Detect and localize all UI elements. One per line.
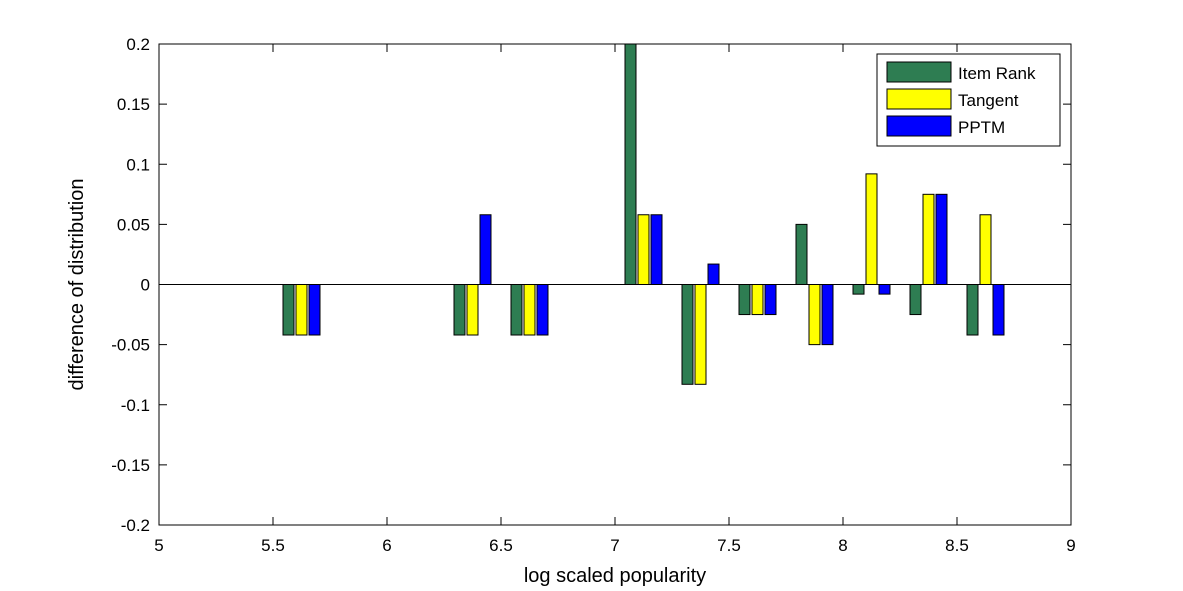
legend-label: Tangent [958,91,1019,110]
bar-item-rank [510,284,523,336]
bar-item-rank [738,284,751,316]
bar-item-rank [624,43,637,285]
bar-tangent [808,284,821,346]
bar-tangent [751,284,764,316]
bar-tangent [295,284,308,336]
bar-pptm [536,284,549,336]
x-tick-label: 6 [382,536,391,555]
bar-tangent [865,173,878,285]
legend-label: PPTM [958,118,1005,137]
bar-item-rank [852,284,865,295]
x-tick-label: 7.5 [717,536,741,555]
y-tick-label: -0.15 [111,456,150,475]
x-tick-label: 8 [838,536,847,555]
y-tick-label: 0.05 [117,215,150,234]
bar-item-rank [282,284,295,336]
bars-layer [282,43,1005,385]
legend-swatch [886,115,952,137]
y-tick-label: 0.15 [117,95,150,114]
bar-pptm [764,284,777,316]
bar-tangent [922,193,935,285]
legend: Item Rank Tangent PPTM [876,53,1061,147]
y-tick-label: -0.2 [121,516,150,535]
bar-pptm [479,214,492,286]
bar-item-rank [795,223,808,285]
bar-pptm [992,284,1005,336]
bar-pptm [650,214,663,286]
bar-tangent [466,284,479,336]
y-tick-label: 0.2 [126,35,150,54]
bar-item-rank [966,284,979,336]
x-axis: 5 5.5 6 6.5 7 7.5 8 8.5 9 [154,44,1076,555]
legend-label: Item Rank [958,64,1036,83]
y-axis: -0.2 -0.15 -0.1 -0.05 0 0.05 0.1 0.15 0.2 [111,35,1071,535]
bar-tangent [694,284,707,385]
bar-pptm [308,284,321,336]
x-tick-label: 6.5 [489,536,513,555]
bar-pptm [878,284,891,295]
x-tick-label: 9 [1066,536,1075,555]
legend-swatch [886,61,952,83]
x-tick-label: 5.5 [261,536,285,555]
bar-pptm [821,284,834,346]
y-tick-label: 0 [141,276,150,295]
bar-pptm [935,193,948,285]
bar-item-rank [681,284,694,385]
bar-tangent [523,284,536,336]
bar-pptm [707,263,720,285]
x-tick-label: 7 [610,536,619,555]
bar-tangent [637,214,650,286]
x-tick-label: 8.5 [945,536,969,555]
y-axis-title: difference of distribution [66,179,88,391]
legend-swatch [886,88,952,110]
bar-item-rank [453,284,466,336]
x-tick-label: 5 [154,536,163,555]
y-tick-label: -0.1 [121,396,150,415]
bar-item-rank [909,284,922,316]
y-tick-label: 0.1 [126,155,150,174]
x-axis-title: log scaled popularity [524,565,706,587]
y-tick-label: -0.05 [111,336,150,355]
bar-tangent [979,214,992,286]
